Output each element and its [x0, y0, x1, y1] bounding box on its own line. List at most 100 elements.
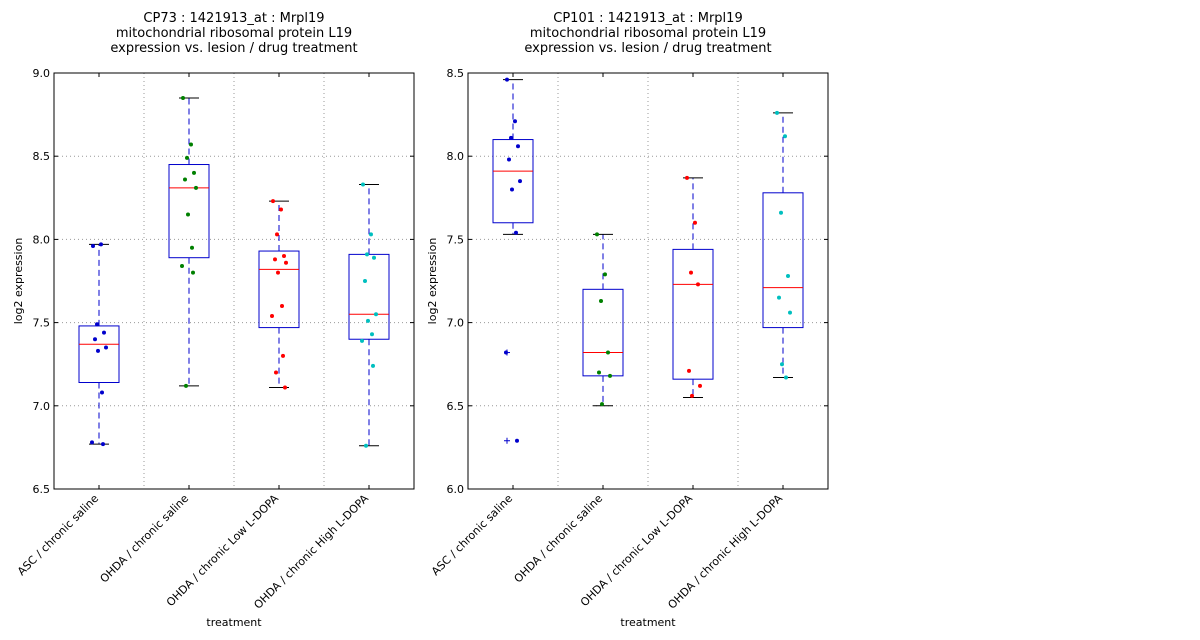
data-point: [180, 264, 184, 269]
data-point: [282, 254, 286, 259]
data-point: [518, 179, 522, 184]
box-3: [672, 177, 714, 398]
box-rect: [348, 253, 390, 340]
data-point: [284, 260, 288, 265]
box-rect: [582, 288, 624, 377]
data-point: [280, 303, 284, 308]
y-axis-label: log2 expression: [426, 238, 439, 325]
y-tick-label: 7.5: [447, 233, 465, 246]
data-point: [510, 187, 514, 192]
box-4: [348, 183, 390, 447]
data-point: [514, 230, 518, 235]
data-point: [102, 330, 106, 335]
data-point: [504, 350, 508, 355]
data-point: [192, 170, 196, 175]
data-point: [366, 318, 370, 323]
data-point: [786, 274, 790, 279]
data-point: [369, 232, 373, 237]
data-point: [283, 385, 287, 390]
data-point: [505, 77, 509, 82]
data-point: [696, 282, 700, 287]
data-point: [608, 373, 612, 378]
data-point: [371, 363, 375, 368]
chart-title-line: expression vs. lesion / drug treatment: [524, 41, 771, 56]
data-point: [690, 393, 694, 398]
y-tick-label: 8.0: [33, 233, 51, 246]
data-point: [361, 182, 365, 187]
box-rect: [78, 325, 120, 384]
data-point: [101, 442, 105, 447]
data-point: [190, 245, 194, 250]
data-point: [194, 185, 198, 190]
y-axis-label: log2 expression: [12, 238, 25, 325]
data-point: [274, 370, 278, 375]
y-tick-label: 7.0: [447, 317, 465, 330]
data-point: [270, 313, 274, 318]
data-point: [275, 232, 279, 237]
data-point: [91, 244, 95, 249]
data-point: [603, 272, 607, 277]
data-point: [96, 348, 100, 353]
box-rect: [492, 139, 534, 224]
data-point: [364, 443, 368, 448]
data-point: [273, 257, 277, 262]
data-point: [100, 390, 104, 395]
data-point: [784, 375, 788, 380]
box-rect: [672, 248, 714, 380]
data-point: [365, 252, 369, 257]
chart-title-line: CP101 : 1421913_at : Mrpl19: [553, 11, 742, 26]
data-point: [370, 332, 374, 337]
data-point: [606, 350, 610, 355]
plot-frame: [467, 72, 829, 490]
data-point: [788, 310, 792, 315]
x-tick-label: OHDA / chronic saline: [512, 492, 606, 586]
data-point: [600, 402, 604, 407]
y-tick-label: 8.0: [447, 150, 465, 163]
data-point: [186, 212, 190, 217]
data-point: [687, 368, 691, 373]
box-rect: [762, 192, 804, 329]
data-point: [689, 270, 693, 275]
box-2: [582, 233, 624, 407]
data-point: [184, 383, 188, 388]
box-1: [78, 243, 120, 445]
data-point: [185, 155, 189, 160]
data-point: [509, 135, 513, 140]
data-point: [515, 438, 519, 443]
data-point: [698, 383, 702, 388]
x-axis-label: treatment: [206, 616, 262, 629]
data-point: [279, 207, 283, 212]
data-point: [595, 232, 599, 237]
y-tick-label: 6.5: [447, 400, 465, 413]
plot-frame: [53, 72, 415, 490]
x-tick-label: ASC / chronic saline: [15, 492, 101, 578]
data-point: [271, 199, 275, 204]
y-tick-label: 8.5: [447, 67, 465, 80]
data-point: [104, 345, 108, 350]
data-point: [183, 177, 187, 182]
data-point: [90, 440, 94, 445]
data-point: [775, 110, 779, 115]
data-point: [783, 134, 787, 139]
chart-title-line: expression vs. lesion / drug treatment: [110, 41, 357, 56]
y-tick-label: 7.0: [33, 400, 51, 413]
box-4: [762, 112, 804, 379]
data-point: [507, 157, 511, 162]
chart-title-line: mitochondrial ribosomal protein L19: [116, 26, 352, 41]
data-point: [360, 338, 364, 343]
data-point: [93, 337, 97, 342]
data-point: [780, 362, 784, 367]
data-point: [95, 322, 99, 327]
data-point: [516, 144, 520, 149]
data-point: [374, 312, 378, 317]
x-axis-label: treatment: [620, 616, 676, 629]
box-rect: [258, 250, 300, 329]
box-2: [168, 97, 210, 387]
chart-2: 6.0 6.5 7.0 7.5 8.0 8.5 ASC / chronic salineOH…: [426, 11, 829, 629]
data-point: [363, 279, 367, 283]
data-point: [597, 370, 601, 375]
data-point: [181, 95, 185, 100]
x-tick-label: ASC / chronic saline: [429, 492, 515, 578]
chart-title-line: CP73 : 1421913_at : Mrpl19: [143, 11, 324, 26]
